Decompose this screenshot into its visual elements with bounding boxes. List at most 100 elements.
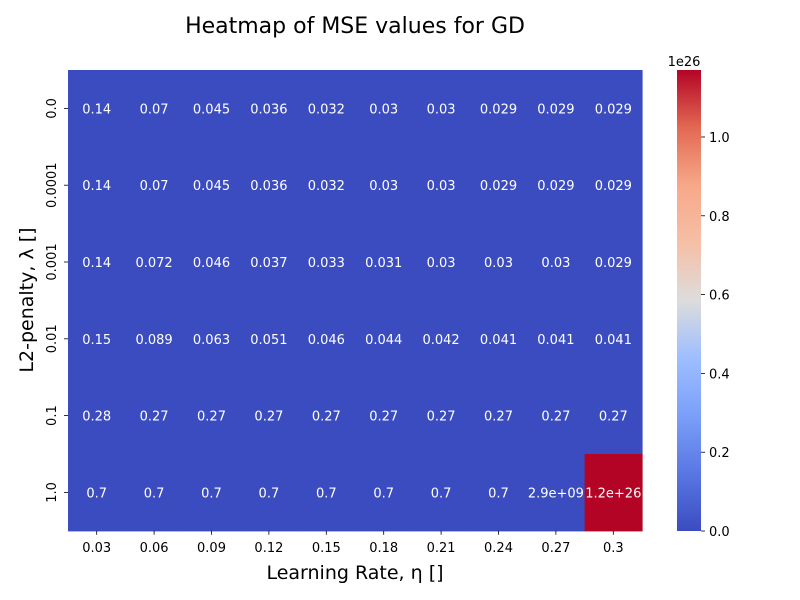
heatmap-cell [412,377,471,455]
heatmap-cell [584,454,643,532]
cell-annotation: 0.03 [427,256,456,271]
cell-annotation: 0.7 [488,486,509,501]
cell-annotation: 0.27 [541,410,570,425]
cell-annotation: 0.032 [308,179,345,194]
cell-annotation: 0.029 [595,256,632,271]
heatmap-cell [469,454,528,532]
cell-annotation: 0.029 [537,102,574,117]
heatmap-cell [240,223,299,301]
x-tick-label: 0.15 [312,541,341,556]
cell-annotation: 1.2e+26 [585,486,641,501]
heatmap-cell [240,146,299,225]
cell-annotation: 0.029 [595,179,632,194]
heatmap-cell [469,146,528,225]
cell-annotation: 0.041 [595,333,632,348]
heatmap-cell [527,223,586,301]
cell-annotation: 0.27 [484,410,513,425]
heatmap-cell [584,146,643,225]
heatmap-cell [182,454,241,532]
heatmap-cell [125,146,184,225]
heatmap-cell [412,300,471,378]
heatmap-cell [355,377,413,455]
heatmap-cell [68,70,126,148]
cell-annotation: 0.03 [427,179,456,194]
y-axis-label: L2-penalty, λ [] [16,227,38,372]
colorbar-tick-label: 0.8 [709,210,730,225]
cell-annotation: 0.089 [135,333,172,348]
heatmap-cell [584,223,643,301]
x-axis-label: Learning Rate, η [] [266,562,443,584]
cell-annotation: 2.9e+09 [528,486,584,501]
cell-annotation: 0.28 [82,410,111,425]
heatmap-cell [182,300,241,378]
heatmap-cell [527,454,586,532]
x-tick-label: 0.3 [603,541,624,556]
cell-annotation: 0.033 [308,256,345,271]
heatmap-cell [68,454,126,532]
cell-annotation: 0.07 [140,179,169,194]
cell-annotation: 0.045 [193,102,230,117]
cell-annotation: 0.03 [369,179,398,194]
cell-annotation: 0.03 [369,102,398,117]
heatmap-cell [469,377,528,455]
heatmap-cell [68,146,126,225]
heatmap-cell [240,377,299,455]
cell-annotation: 0.27 [599,410,628,425]
y-tick-label: 1.0 [45,482,60,503]
colorbar-tick-label: 1.0 [709,131,730,146]
cell-annotation: 0.036 [250,102,287,117]
y-axis-ticks: 0.0 0.0001 0.001 0.01 0.1 1.0 [45,98,68,503]
x-tick-label: 0.24 [484,541,513,556]
heatmap-cell [584,300,643,378]
y-tick-label: 0.01 [45,324,60,353]
x-tick-label: 0.21 [427,541,456,556]
y-tick-label: 0.0001 [45,162,60,208]
heatmap-cell [584,377,643,455]
cell-annotation: 0.27 [140,410,169,425]
heatmap-cell [297,223,356,301]
heatmap-cell [297,146,356,225]
heatmap-cell [68,300,126,378]
cell-annotation: 0.7 [86,486,107,501]
heatmap-cell [182,223,241,301]
colorbar-tick-label: 0.6 [709,289,730,304]
cell-annotation: 0.27 [369,410,398,425]
heatmap-cell [297,377,356,455]
x-tick-label: 0.27 [541,541,570,556]
cell-annotation: 0.041 [480,333,517,348]
cell-annotation: 0.7 [373,486,394,501]
heatmap-cell [412,454,471,532]
heatmap-cell [584,70,643,148]
cell-annotation: 0.029 [595,102,632,117]
cell-annotation: 0.14 [82,256,111,271]
heatmap-cell [240,454,299,532]
x-tick-label: 0.03 [82,541,111,556]
heatmap-cell [527,146,586,225]
heatmap-cell [412,70,471,148]
heatmap-cell [527,377,586,455]
heatmap-cell [355,223,413,301]
heatmap-cell [240,300,299,378]
x-tick-label: 0.06 [140,541,169,556]
heatmap-cell [469,70,528,148]
heatmap-cell [527,300,586,378]
cell-annotation: 0.051 [250,333,287,348]
heatmap-cell [297,70,356,148]
heatmap-cell [527,70,586,148]
heatmap-cells [68,70,643,532]
heatmap-cell [355,454,413,532]
cell-annotation: 0.7 [201,486,222,501]
cell-annotation: 0.037 [250,256,287,271]
cell-annotation: 0.045 [193,179,230,194]
cell-annotation: 0.7 [144,486,165,501]
heatmap-cell [469,223,528,301]
y-tick-label: 0.001 [45,243,60,280]
cell-annotation: 0.072 [135,256,172,271]
cell-annotation: 0.044 [365,333,402,348]
cell-annotation: 0.03 [484,256,513,271]
cell-annotation: 0.046 [193,256,230,271]
y-tick-label: 0.0 [45,98,60,119]
colorbar-tick-label: 0.2 [709,446,730,461]
colorbar-tick-label: 0.0 [709,525,730,540]
